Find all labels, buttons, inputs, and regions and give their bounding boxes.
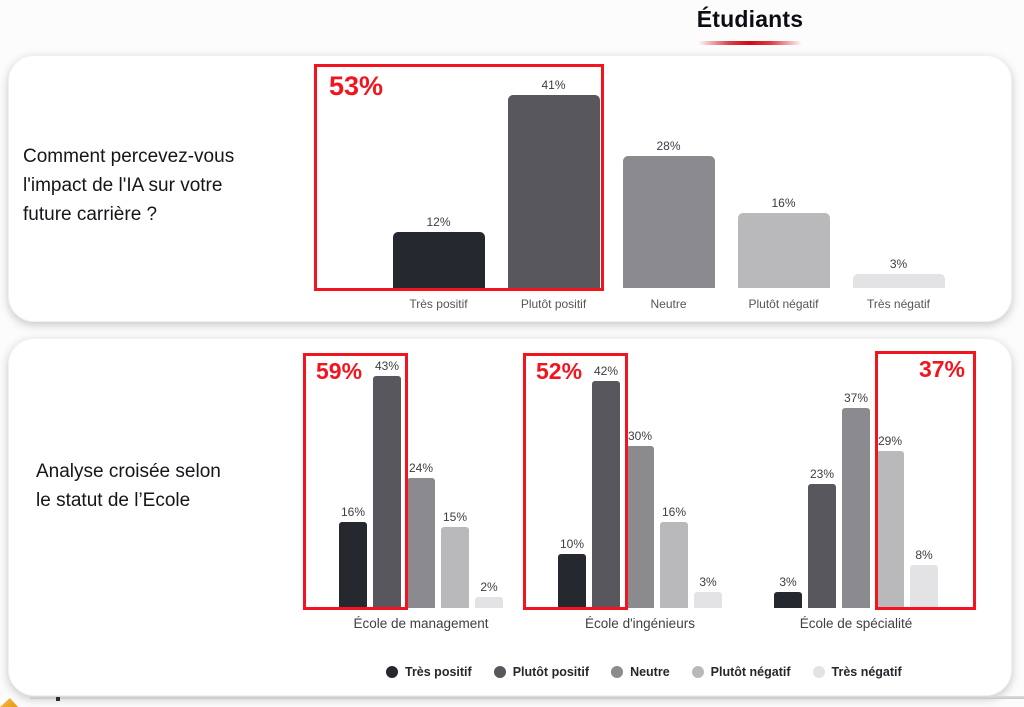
bar-value-label: 28% [656,139,680,153]
bar-column: 30% [626,358,654,608]
panel-school-analysis: Analyse croisée selon le statut de l’Eco… [8,338,1012,696]
highlight-label-positive-total: 53% [329,71,383,102]
question-line: Comment percevez-vous [23,142,303,171]
legend-label: Plutôt positif [513,665,589,679]
legend-label: Plutôt négatif [711,665,791,679]
bar-column: 2% [475,358,503,608]
group-label-specialite: École de spécialité [736,616,976,631]
bar [441,527,469,608]
highlight-box-management: 59% [303,353,408,610]
bar-value-label: 3% [699,575,716,589]
bar-value-label: 3% [779,575,796,589]
panel-career-impact: Comment percevez-vous l'impact de l'IA s… [8,55,1012,322]
analysis-title: Analyse croisée selon le statut de l’Eco… [36,457,221,515]
question-line: l'impact de l'IA sur votre [23,171,303,200]
bar [738,213,830,288]
bar-value-label: 23% [810,467,834,481]
bar [407,478,435,608]
highlight-label-specialite: 37% [919,356,965,383]
legend-dot [386,666,398,678]
legend-item: Neutre [611,665,670,679]
legend-item: Très positif [386,665,472,679]
highlight-label-ingenieurs: 52% [536,358,582,385]
logo-fragment-icon [0,698,18,707]
bar [660,522,688,608]
bar-value-label: 2% [480,580,497,594]
legend-item: Plutôt négatif [692,665,791,679]
bar [475,597,503,608]
bar-value-label: 24% [409,461,433,475]
chart-legend: Très positif Plutôt positif Neutre Plutôt n… [386,665,902,679]
bar [623,156,715,288]
bar-column: 24% [407,358,435,608]
legend-label: Très négatif [832,665,902,679]
bar-value-label: 3% [890,257,907,271]
legend-dot [494,666,506,678]
bar-value-label: 30% [628,429,652,443]
bar-value-label: 16% [662,505,686,519]
bar-column: 15% [441,358,469,608]
bar-value-label: 37% [844,391,868,405]
footer-divider [30,696,1024,699]
legend-label: Neutre [630,665,670,679]
legend-label: Très positif [405,665,472,679]
highlight-label-management: 59% [316,358,362,385]
bar [853,274,945,288]
title-underline [698,41,802,45]
top-chart-categories: Très positifPlutôt positifNeutrePlutôt n… [381,297,956,311]
bar-column: 16% [726,76,841,288]
bar-column: 3% [774,358,802,608]
highlight-box-specialite: 37% [875,351,976,610]
question-text: Comment percevez-vous l'impact de l'IA s… [23,142,303,229]
bar [808,484,836,608]
category-label: Neutre [611,297,726,311]
bar [694,592,722,608]
bar [626,446,654,608]
bar-column: 28% [611,76,726,288]
bar [842,408,870,608]
bar-column: 23% [808,358,836,608]
legend-item: Plutôt positif [494,665,589,679]
slide: Étudiants Comment percevez-vous l'impact… [0,0,1024,707]
highlight-box-ingenieurs: 52% [523,353,628,610]
bar-column: 37% [842,358,870,608]
legend-dot [692,666,704,678]
logo-speck [56,697,60,701]
question-line: future carrière ? [23,200,303,229]
bar-value-label: 15% [443,510,467,524]
analysis-title-line: le statut de l’Ecole [36,486,221,515]
bar-column: 16% [660,358,688,608]
highlight-box-positive-total: 53% [314,64,604,291]
legend-item: Très négatif [813,665,902,679]
legend-dot [813,666,825,678]
page-title: Étudiants [630,6,870,33]
group-label-management: École de management [301,616,541,631]
category-label: Très négatif [841,297,956,311]
category-label: Plutôt négatif [726,297,841,311]
category-label: Plutôt positif [496,297,611,311]
bar-column: 3% [694,358,722,608]
category-label: Très positif [381,297,496,311]
bar-column: 3% [841,76,956,288]
group-label-ingenieurs: École d'ingénieurs [520,616,760,631]
bar-value-label: 16% [771,196,795,210]
legend-dot [611,666,623,678]
bar [774,592,802,608]
analysis-title-line: Analyse croisée selon [36,457,221,486]
